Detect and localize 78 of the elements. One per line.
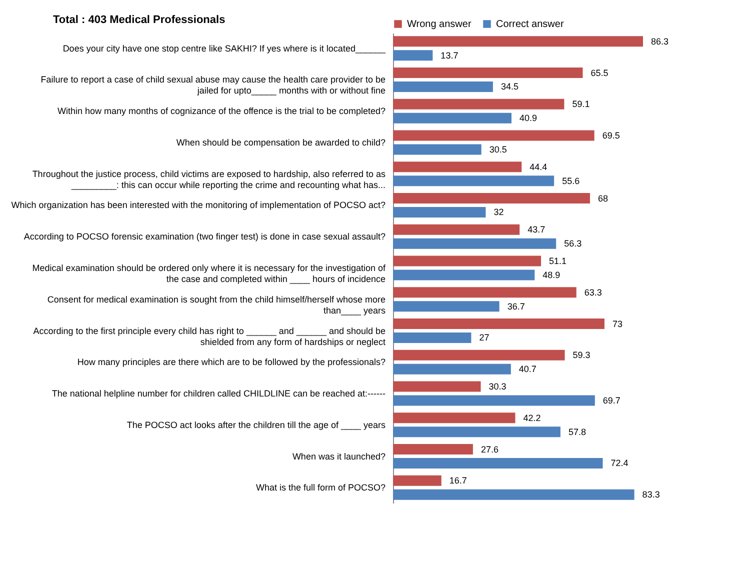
bar [393, 287, 576, 298]
data-label: 55.6 [562, 176, 580, 186]
bar [393, 144, 482, 155]
data-label: 40.9 [519, 113, 538, 124]
data-label: 59.3 [572, 350, 590, 360]
data-label: 40.7 [518, 364, 536, 374]
bar [393, 130, 594, 141]
data-label: 30.5 [489, 144, 507, 154]
bar [393, 36, 643, 47]
data-label: 83.3 [642, 490, 660, 500]
bar [393, 112, 512, 124]
y-tick-label: Which organization has been interested with the monitoring of implementation of POCSO act? [11, 200, 386, 210]
legend-label: Correct answer [496, 19, 564, 30]
y-tick-label: Does your city have one stop centre like SAKHI? If yes where is it located______ [62, 43, 386, 54]
bar [393, 475, 442, 486]
data-label: 16.7 [449, 476, 467, 486]
data-label: 56.3 [564, 238, 582, 249]
data-label: 57.8 [568, 426, 586, 437]
data-label: 32 [494, 207, 504, 218]
data-label: 27.6 [480, 444, 498, 454]
bar [393, 176, 554, 186]
data-label: 48.9 [542, 270, 560, 280]
data-label: 68 [598, 193, 608, 204]
bar [393, 395, 595, 406]
bar [393, 98, 564, 110]
bar [393, 444, 473, 455]
bar [393, 68, 583, 78]
bar [393, 364, 511, 374]
bar [393, 426, 560, 438]
bar [393, 193, 590, 204]
y-tick-label: Medical examination should be ordered only where it is necessary for the investigation of the case and completed within ____ hours of incidence [32, 263, 386, 284]
y-tick-label: How many principles are there which are to be followed by the professionals? [77, 357, 386, 368]
bar [393, 224, 520, 235]
text: Total : 403 Medical Professionals [53, 14, 226, 26]
y-tick-label: According to POCSO forensic examination (two finger test) is done in case sexual assault? [24, 232, 386, 242]
bar [393, 238, 556, 249]
data-label: 42.2 [523, 412, 541, 423]
data-label: 86.3 [651, 36, 669, 46]
y-tick-label: When was it launched? [292, 451, 386, 462]
data-label: 59.1 [572, 99, 590, 110]
data-label: 34.5 [500, 82, 518, 92]
bar [393, 270, 535, 280]
data-label: 69.7 [602, 395, 620, 406]
legend-label: Wrong answer [407, 19, 472, 30]
data-label: 72.4 [610, 458, 628, 468]
data-label: 27 [479, 332, 490, 343]
bar [393, 318, 604, 329]
bar [393, 301, 500, 312]
y-tick-label: Failure to report a case of child sexual abuse may cause the health care provider to be jailed for upto_____ months with or without fine [40, 74, 386, 96]
bar [393, 81, 493, 92]
data-label: 44.4 [530, 162, 548, 172]
y-tick-label: When should be compensation be awarded to child? [176, 138, 386, 148]
data-label: 73 [612, 318, 622, 329]
data-label: 13.7 [440, 50, 458, 60]
bar [393, 50, 433, 61]
bar [393, 412, 516, 424]
y-tick-label: Consent for medical examination is sought from the child himself/herself whose more than____ years [47, 294, 386, 316]
data-label: 65.5 [590, 68, 608, 78]
bar [393, 458, 603, 468]
data-label: 30.3 [488, 382, 506, 392]
y-tick-label: According to the first principle every child has right to ______ and ______ and should be shielded from any form of hardships or neglect [33, 326, 386, 347]
data-label: 63.3 [584, 287, 602, 298]
bar [393, 381, 481, 392]
y-tick-label: What is the full form of POCSO? [256, 482, 386, 493]
data-label: 36.7 [507, 301, 525, 312]
bar [393, 162, 522, 172]
y-tick-label: The national helpline number for children called CHILDLINE can be reached at:------ [52, 388, 386, 398]
data-label: 43.7 [528, 224, 546, 235]
bar [393, 489, 634, 500]
y-tick-label: Throughout the justice process, child victims are exposed to hardship, also referred to as _________: this can occur while reporting the crime and recounting what has... [32, 168, 386, 190]
bar [393, 350, 565, 360]
y-tick-label: The POCSO act looks after the children till the age of ____ years [126, 420, 386, 430]
data-label: 69.5 [602, 130, 620, 141]
bar [393, 332, 472, 343]
bar [393, 207, 486, 218]
bar [393, 256, 542, 266]
data-label: 51.1 [549, 256, 567, 266]
y-tick-label: Within how many months of cognizance of the offence is the trial to be completed? [57, 106, 386, 116]
